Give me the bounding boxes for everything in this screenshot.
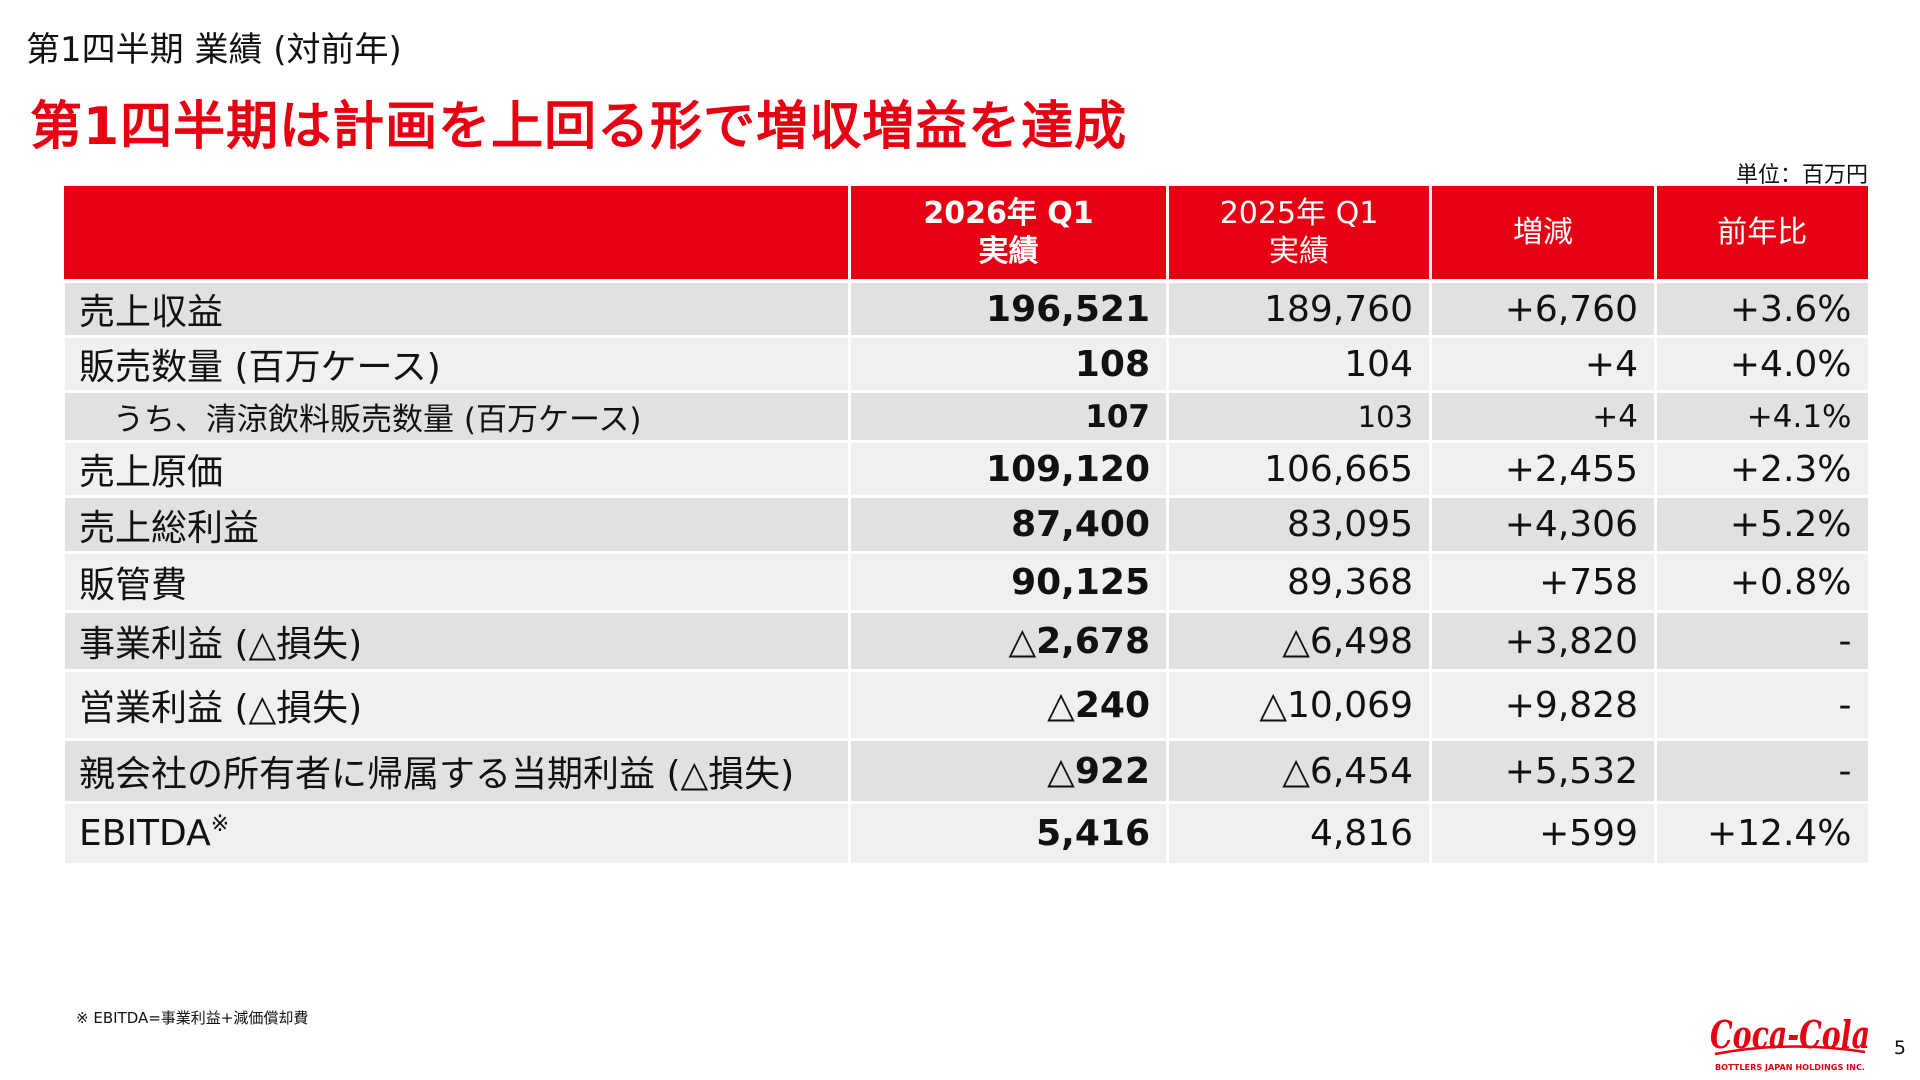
header-2026-q1-actual: 2026年 Q1 実績 bbox=[848, 186, 1168, 281]
header-blank-cell bbox=[63, 186, 850, 281]
page-subtitle: 第1四半期 業績 (対前年) bbox=[26, 30, 402, 70]
row-label-ebitda: EBITDA※ bbox=[62, 801, 850, 863]
logo-tagline: BOTTLERS JAPAN HOLDINGS INC. bbox=[1715, 1063, 1865, 1072]
logo-swoosh bbox=[1714, 1045, 1866, 1056]
current-value: 109,120 bbox=[848, 440, 1168, 497]
change-value: +5,532 bbox=[1429, 738, 1656, 803]
current-value: △240 bbox=[848, 669, 1168, 740]
change-value: +2,455 bbox=[1429, 440, 1656, 497]
table-row-operating-profit: 営業利益 (△損失) △240 △10,069 +9,828 - bbox=[62, 669, 1868, 740]
change-value: +9,828 bbox=[1429, 669, 1656, 740]
prior-value: 104 bbox=[1166, 335, 1431, 392]
current-value: △2,678 bbox=[848, 610, 1168, 671]
table-row-ebitda: EBITDA※ 5,416 4,816 +599 +12.4% bbox=[62, 801, 1868, 863]
page-number: 5 bbox=[1893, 1037, 1906, 1059]
change-value: +599 bbox=[1429, 801, 1656, 863]
yoy-value: +3.6% bbox=[1654, 279, 1868, 337]
row-label: 売上収益 bbox=[62, 279, 850, 337]
current-value: 90,125 bbox=[848, 551, 1168, 612]
yoy-value: +0.8% bbox=[1654, 551, 1868, 612]
yoy-value: +2.3% bbox=[1654, 440, 1868, 497]
current-value: 196,521 bbox=[848, 279, 1168, 337]
table-row-sales-volume: 販売数量 (百万ケース) 108 104 +4 +4.0% bbox=[62, 335, 1868, 392]
footnote: ※ EBITDA=事業利益+減価償却費 bbox=[76, 1009, 309, 1027]
row-label: 営業利益 (△損失) bbox=[62, 669, 850, 740]
table-row-soft-drink-volume: うち、清涼飲料販売数量 (百万ケース) 107 103 +4 +4.1% bbox=[62, 390, 1868, 442]
unit-label: 単位：百万円 bbox=[1735, 163, 1868, 188]
header-2025-q1-label: 2025年 Q1 bbox=[1219, 195, 1379, 231]
prior-value: △10,069 bbox=[1166, 669, 1431, 740]
prior-value: 106,665 bbox=[1166, 440, 1431, 497]
header-2026-actual-label: 実績 bbox=[978, 233, 1039, 269]
table-row-net-profit: 親会社の所有者に帰属する当期利益 (△損失) △922 △6,454 +5,53… bbox=[62, 738, 1868, 803]
table-row-revenue: 売上収益 196,521 189,760 +6,760 +3.6% bbox=[62, 279, 1868, 337]
change-value: +3,820 bbox=[1429, 610, 1656, 671]
current-value: 108 bbox=[848, 335, 1168, 392]
current-value: 87,400 bbox=[848, 495, 1168, 553]
header-2025-q1-actual: 2025年 Q1 実績 bbox=[1166, 186, 1431, 281]
page-headline: 第1四半期は計画を上回る形で増収増益を達成 bbox=[30, 97, 1128, 157]
yoy-value: - bbox=[1654, 669, 1868, 740]
row-label: 販売数量 (百万ケース) bbox=[62, 335, 850, 392]
row-label: EBITDA bbox=[79, 813, 211, 855]
prior-value: 4,816 bbox=[1166, 801, 1431, 863]
row-label: 事業利益 (△損失) bbox=[62, 610, 850, 671]
yoy-value: - bbox=[1654, 738, 1868, 803]
row-label: 売上原価 bbox=[62, 440, 850, 497]
current-value: 107 bbox=[848, 390, 1168, 442]
change-value: +4 bbox=[1429, 390, 1656, 442]
yoy-value: +12.4% bbox=[1654, 801, 1868, 863]
footnote-mark: ※ bbox=[210, 812, 230, 838]
header-2025-actual-label: 実績 bbox=[1269, 233, 1329, 269]
table-row-sga: 販管費 90,125 89,368 +758 +0.8% bbox=[62, 551, 1868, 612]
yoy-value: - bbox=[1654, 610, 1868, 671]
row-label: 売上総利益 bbox=[62, 495, 850, 553]
table-header-row: 2026年 Q1 実績 2025年 Q1 実績 増減 前年比 bbox=[63, 186, 1868, 281]
change-value: +4 bbox=[1429, 335, 1656, 392]
table-row-business-profit: 事業利益 (△損失) △2,678 △6,498 +3,820 - bbox=[62, 610, 1868, 671]
yoy-value: +4.1% bbox=[1654, 390, 1868, 442]
prior-value: △6,454 bbox=[1166, 738, 1431, 803]
header-2026-q1-label: 2026年 Q1 bbox=[923, 195, 1094, 231]
header-change: 増減 bbox=[1429, 186, 1656, 281]
row-label: うち、清涼飲料販売数量 (百万ケース) bbox=[62, 390, 850, 442]
table-row-cost-of-sales: 売上原価 109,120 106,665 +2,455 +2.3% bbox=[62, 440, 1868, 497]
prior-value: 89,368 bbox=[1166, 551, 1431, 612]
change-value: +4,306 bbox=[1429, 495, 1656, 553]
change-value: +758 bbox=[1429, 551, 1656, 612]
current-value: 5,416 bbox=[848, 801, 1168, 863]
prior-value: 189,760 bbox=[1166, 279, 1431, 337]
prior-value: 103 bbox=[1166, 390, 1431, 442]
yoy-value: +4.0% bbox=[1654, 335, 1868, 392]
yoy-value: +5.2% bbox=[1654, 495, 1868, 553]
row-label: 親会社の所有者に帰属する当期利益 (△損失) bbox=[62, 738, 850, 803]
results-table: 2026年 Q1 実績 2025年 Q1 実績 増減 前年比 売上収益 196,… bbox=[62, 186, 1868, 863]
coca-cola-bottlers-logo: Coca-Cola BOTTLERS JAPAN HOLDINGS INC. bbox=[1710, 1012, 1870, 1072]
current-value: △922 bbox=[848, 738, 1168, 803]
change-value: +6,760 bbox=[1429, 279, 1656, 337]
header-yoy: 前年比 bbox=[1654, 186, 1868, 281]
table-row-gross-profit: 売上総利益 87,400 83,095 +4,306 +5.2% bbox=[62, 495, 1868, 553]
prior-value: 83,095 bbox=[1166, 495, 1431, 553]
row-label: 販管費 bbox=[62, 551, 850, 612]
prior-value: △6,498 bbox=[1166, 610, 1431, 671]
